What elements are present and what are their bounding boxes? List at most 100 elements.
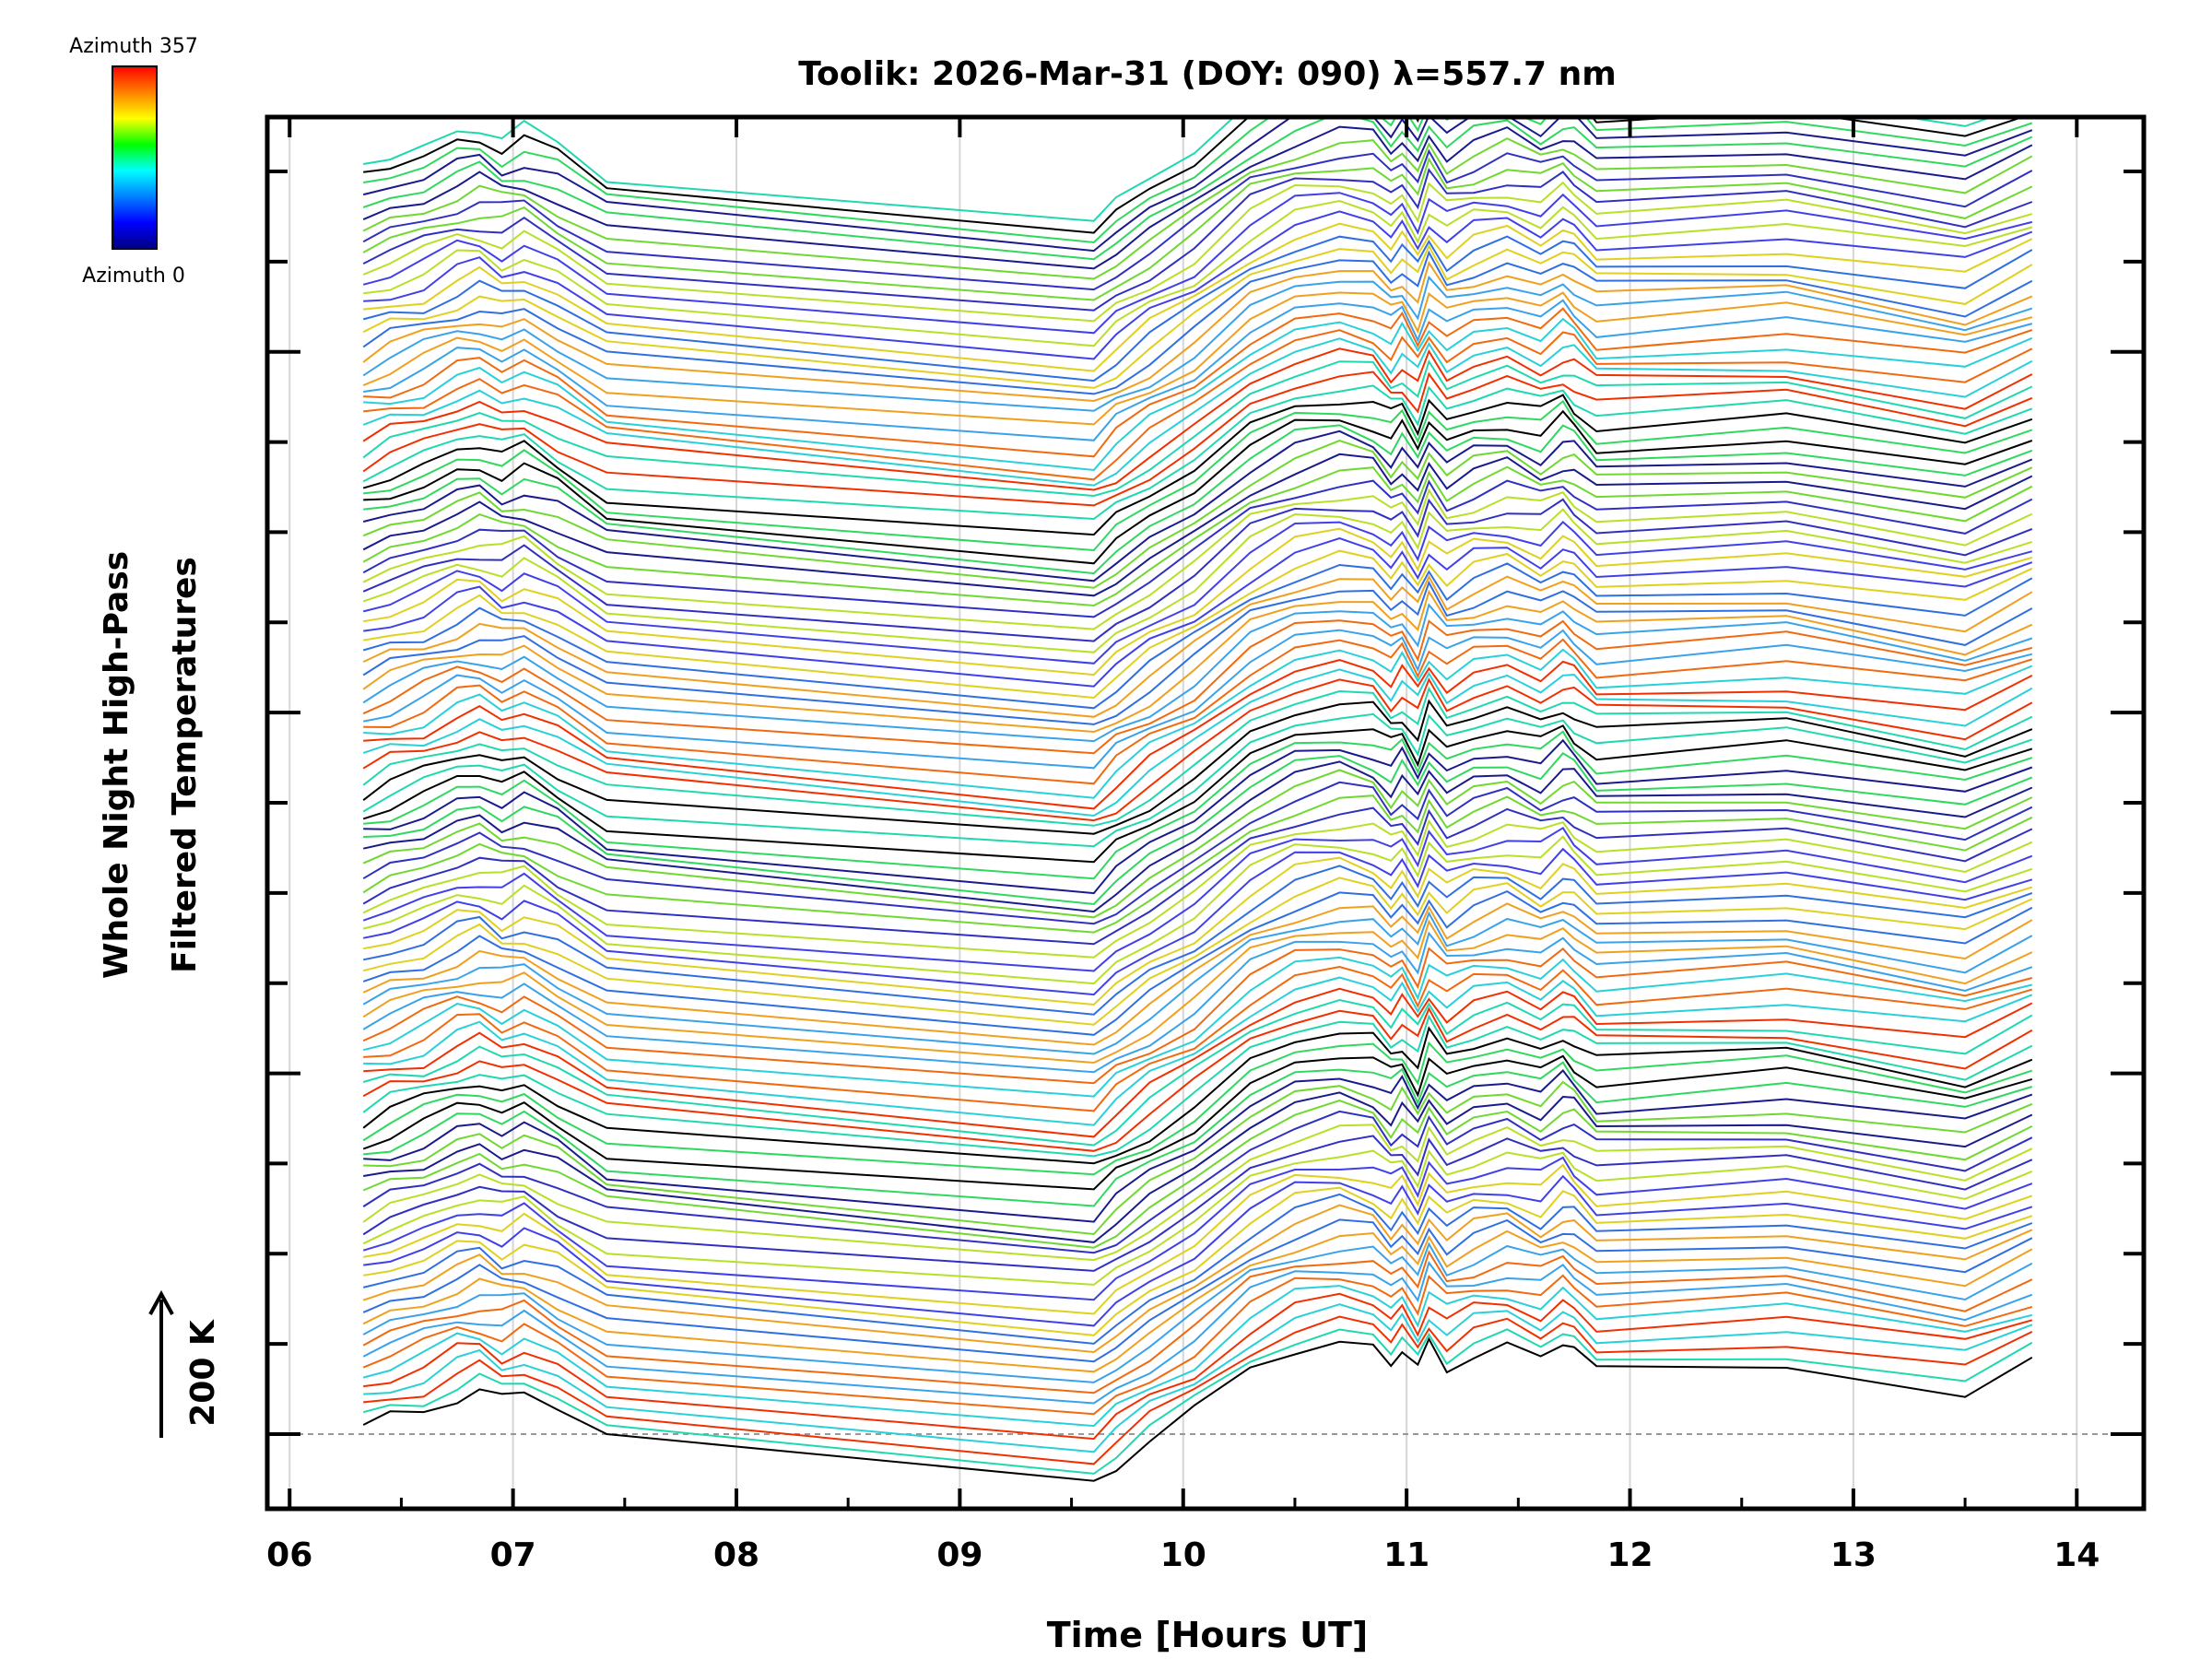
series-line: [362, 877, 2033, 1026]
scale-label: 200 K: [184, 1319, 222, 1427]
series-line: [362, 998, 2033, 1147]
series-line: [362, 488, 2033, 630]
series-line: [363, 730, 2033, 880]
series-line: [363, 222, 2033, 372]
series-line: [362, 168, 2033, 312]
series-line: [362, 394, 2033, 536]
series-line: [362, 1041, 2033, 1176]
series-line: [363, 1069, 2033, 1223]
series-line: [363, 307, 2033, 458]
series-line: [362, 574, 2033, 718]
series-line: [362, 243, 2033, 389]
series-line: [363, 847, 2033, 996]
series-line: [362, 508, 2033, 653]
series-line: [362, 465, 2033, 607]
series-line: [362, 947, 2033, 1085]
series-line: [363, 965, 2033, 1112]
series-line: [363, 659, 2033, 810]
series-line: [362, 117, 2033, 253]
series-line: [362, 137, 2033, 280]
x-tick-label: 08: [713, 1536, 759, 1574]
series-line: [362, 603, 2033, 743]
series-line: [362, 192, 2033, 335]
series-line: [363, 856, 2033, 1006]
series-line: [363, 1315, 2033, 1465]
series-line: [362, 1099, 2033, 1249]
series-line: [362, 498, 2033, 642]
series-line: [362, 902, 2033, 1046]
x-tick-label: 10: [1160, 1536, 1206, 1574]
scale-indicator: 200 K: [148, 1289, 222, 1438]
series-line: [362, 1336, 2033, 1482]
series-line: [362, 371, 2033, 507]
series-line: [363, 527, 2033, 677]
colorbar-top-label: Azimuth 357: [69, 35, 198, 58]
series-line: [362, 668, 2033, 818]
series-line: [362, 889, 2033, 1036]
series-line: [363, 399, 2033, 552]
series-line: [362, 1193, 2033, 1345]
series-line: [363, 629, 2033, 770]
series-line: [362, 712, 2033, 848]
series-line: [362, 1149, 2033, 1286]
series-line: [362, 250, 2033, 395]
series-line: [362, 931, 2033, 1074]
scale-arrow-head: [148, 1289, 174, 1315]
series-line: [362, 724, 2033, 864]
series-line: [362, 956, 2033, 1098]
series-line: [362, 818, 2033, 959]
series-line: [362, 157, 2033, 301]
series-line: [362, 919, 2033, 1065]
series-line: [362, 1014, 2033, 1158]
series-line: [362, 453, 2033, 597]
series-line: [362, 826, 2033, 972]
series-line: [362, 1204, 2033, 1354]
series-line: [363, 329, 2033, 481]
series-line: [363, 1080, 2033, 1236]
series-line: [363, 638, 2033, 785]
series-line: [362, 1274, 2033, 1416]
series-line: [362, 619, 2033, 755]
series-line: [363, 1091, 2033, 1243]
series-line: [363, 117, 1994, 222]
series-line: [362, 479, 2033, 618]
series-line: [363, 117, 2033, 244]
series-line: [362, 1285, 2033, 1428]
series-line: [362, 337, 2033, 487]
series-line: [362, 781, 2033, 925]
y-axis-label-line1: Whole Night High-Pass: [98, 551, 135, 979]
series-line: [363, 549, 2033, 700]
series-line: [362, 125, 2033, 270]
series-line: [362, 1328, 2033, 1475]
x-tick-label: 06: [266, 1536, 312, 1574]
series-line: [362, 1006, 2033, 1152]
series-line: [362, 835, 2033, 985]
series-line: [363, 409, 2033, 565]
series-line: [362, 148, 2033, 291]
series-line: [363, 1292, 2033, 1441]
series-line: [362, 521, 2033, 665]
series-line: [362, 769, 2033, 919]
series-line: [363, 976, 2033, 1126]
colorbar-bottom-label: Azimuth 0: [82, 265, 185, 288]
series-line: [363, 1303, 2033, 1453]
series-line: [363, 648, 2033, 799]
series-line: [362, 1241, 2033, 1383]
x-tick-label: 09: [936, 1536, 982, 1574]
series-lines: [362, 117, 2033, 1482]
series-line: [362, 794, 2033, 934]
series-line: [362, 291, 2033, 426]
series-line: [362, 580, 2033, 725]
series-line: [363, 987, 2033, 1138]
y-axis-label-line2: Filtered Temperatures: [166, 557, 204, 973]
series-line: [362, 1026, 2033, 1165]
x-ticks: 06 07 08 09 10 11 12 13 14: [266, 117, 2100, 1574]
series-line: [363, 210, 2033, 360]
series-line: [362, 359, 2033, 498]
series-line: [362, 589, 2033, 734]
x-tick-label: 07: [490, 1536, 536, 1574]
series-line: [362, 562, 2033, 710]
series-line: [362, 911, 2033, 1055]
series-line: [362, 260, 2033, 403]
series-line: [362, 1260, 2033, 1405]
